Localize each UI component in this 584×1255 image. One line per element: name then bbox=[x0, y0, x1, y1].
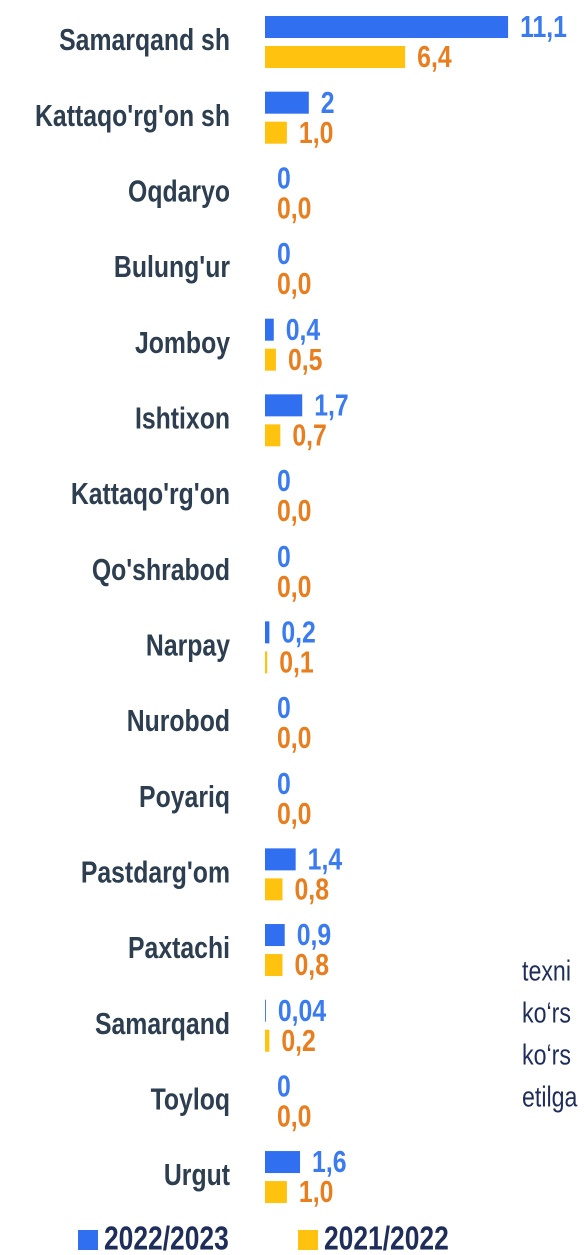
value-label: 0,7 bbox=[292, 418, 326, 452]
bar bbox=[265, 318, 274, 341]
value-label: 2 bbox=[321, 85, 335, 119]
bar bbox=[265, 424, 281, 447]
value-label: 0 bbox=[277, 161, 291, 195]
bar bbox=[265, 16, 509, 38]
category-label: Kattaqo'rg'on bbox=[71, 477, 230, 511]
value-label: 0,9 bbox=[297, 918, 331, 952]
category-label: Pastdarg'om bbox=[81, 855, 230, 889]
bar bbox=[265, 621, 270, 644]
bar bbox=[265, 1151, 301, 1174]
value-label: 6,4 bbox=[417, 40, 452, 74]
category-label: Poyariq bbox=[139, 779, 230, 813]
bar bbox=[265, 46, 406, 68]
bar bbox=[265, 348, 276, 371]
side-text: ko‘rs bbox=[522, 1038, 571, 1071]
legend-swatch bbox=[298, 1230, 318, 1250]
value-label: 0,0 bbox=[277, 569, 311, 603]
category-label: Narpay bbox=[146, 628, 230, 662]
category-label: Nurobod bbox=[127, 704, 230, 738]
legend-label: 2021/2022 bbox=[324, 1221, 449, 1255]
value-label: 0 bbox=[277, 464, 291, 498]
value-label: 1,0 bbox=[299, 115, 333, 149]
bar bbox=[265, 1029, 270, 1052]
category-label: Urgut bbox=[164, 1158, 230, 1192]
value-label: 0,04 bbox=[278, 993, 327, 1027]
bar bbox=[265, 878, 283, 901]
value-label: 0 bbox=[277, 1069, 291, 1103]
category-label: Paxtachi bbox=[128, 931, 230, 965]
category-label: Kattaqo'rg'on sh bbox=[35, 98, 230, 132]
category-label: Jomboy bbox=[135, 325, 230, 359]
value-label: 0,0 bbox=[277, 494, 311, 528]
bar bbox=[265, 924, 285, 947]
category-label: Toyloq bbox=[151, 1082, 230, 1116]
value-label: 0 bbox=[277, 237, 291, 271]
category-label: Ishtixon bbox=[135, 401, 230, 435]
side-text: ko‘rs bbox=[522, 996, 571, 1029]
value-label: 0,4 bbox=[286, 312, 321, 346]
value-label: 0,0 bbox=[277, 721, 311, 755]
value-label: 0,8 bbox=[295, 948, 329, 982]
value-label: 0,0 bbox=[277, 1099, 311, 1133]
bar bbox=[265, 1181, 287, 1204]
legend-swatch bbox=[78, 1230, 98, 1250]
category-label: Bulung'ur bbox=[114, 250, 230, 284]
value-label: 0 bbox=[277, 766, 291, 800]
value-label: 1,6 bbox=[312, 1145, 346, 1179]
bar bbox=[265, 651, 268, 674]
category-label: Samarqand bbox=[95, 1006, 230, 1040]
category-label: Qo'shrabod bbox=[92, 552, 230, 586]
bar bbox=[265, 954, 283, 977]
side-text: etilga bbox=[522, 1080, 578, 1113]
bar bbox=[265, 848, 296, 871]
value-label: 0,8 bbox=[295, 872, 329, 906]
value-label: 0 bbox=[277, 539, 291, 573]
value-label: 0,2 bbox=[281, 1023, 315, 1057]
value-label: 0,1 bbox=[279, 645, 313, 679]
bar bbox=[265, 91, 309, 114]
value-label: 1,7 bbox=[314, 388, 348, 422]
category-label: Oqdaryo bbox=[128, 174, 230, 208]
value-label: 0 bbox=[277, 691, 291, 725]
value-label: 1,0 bbox=[299, 1175, 333, 1209]
value-label: 0,5 bbox=[288, 342, 322, 376]
category-label: Samarqand sh bbox=[59, 23, 230, 57]
side-text: texni bbox=[522, 954, 571, 987]
value-label: 0,0 bbox=[277, 267, 311, 301]
bar bbox=[265, 394, 303, 417]
value-label: 0,2 bbox=[281, 615, 315, 649]
bar bbox=[265, 121, 287, 144]
value-label: 11,1 bbox=[520, 10, 567, 44]
value-label: 0,0 bbox=[277, 796, 311, 830]
legend-label: 2022/2023 bbox=[104, 1221, 229, 1255]
value-label: 1,4 bbox=[308, 842, 343, 876]
bar bbox=[265, 999, 266, 1022]
value-label: 0,0 bbox=[277, 191, 311, 225]
